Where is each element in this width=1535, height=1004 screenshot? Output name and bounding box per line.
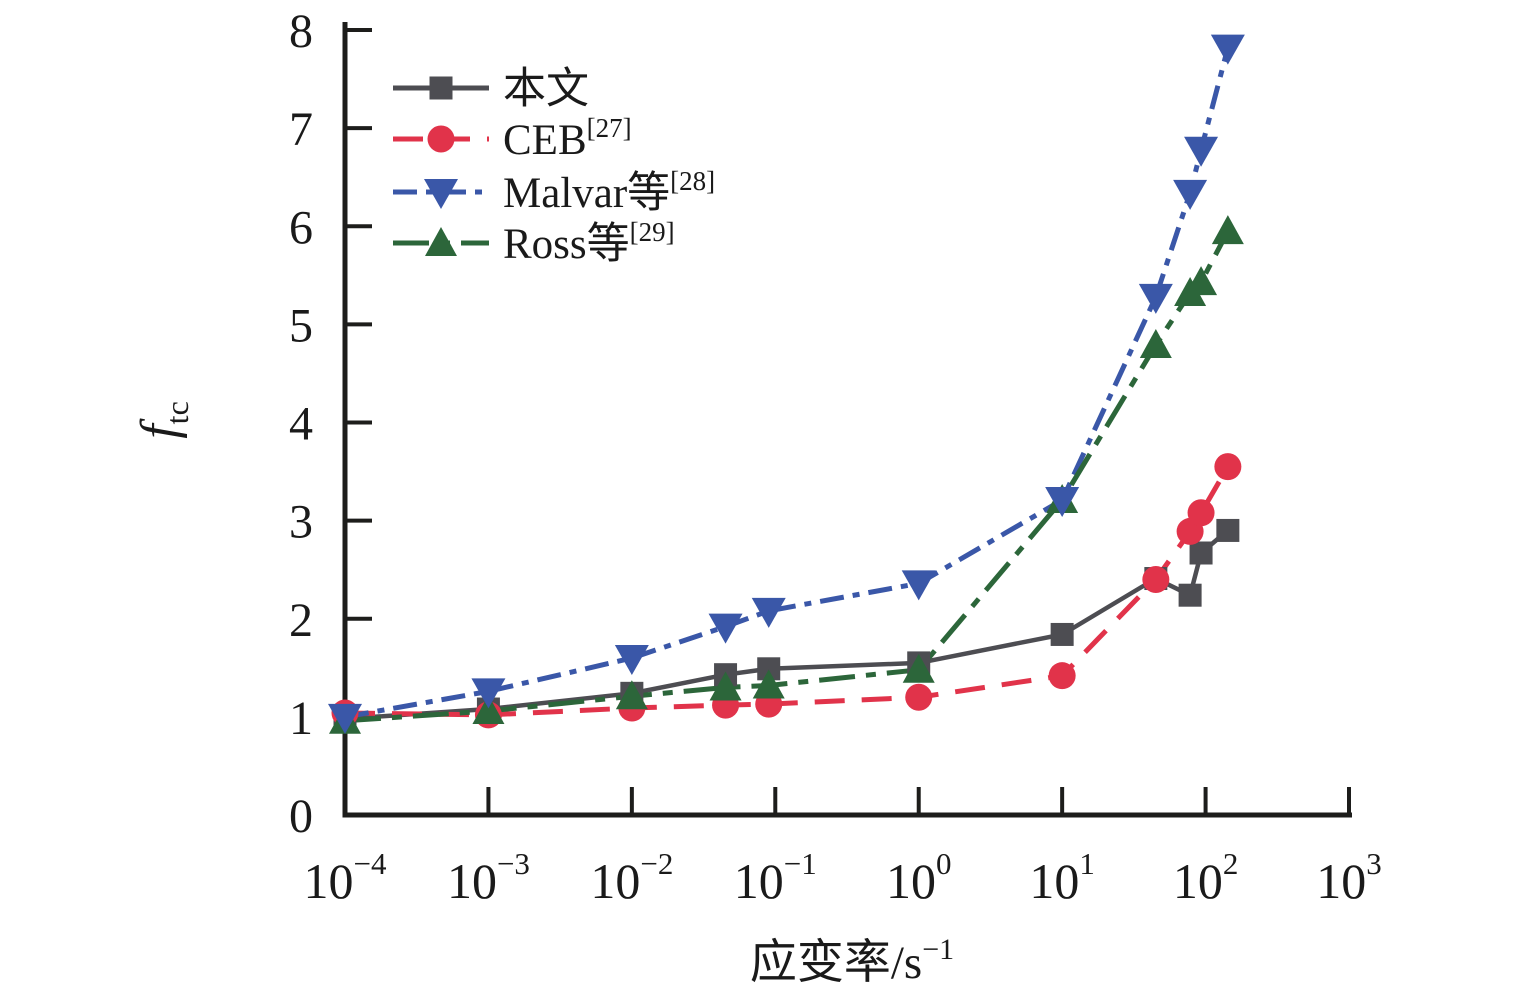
data-point-marker <box>902 653 935 683</box>
x-tick-label: 10−1 <box>734 846 817 909</box>
x-tick-label: 100 <box>886 846 952 909</box>
legend-item-label: 本文 <box>503 65 589 113</box>
x-tick-label: 102 <box>1173 846 1239 909</box>
data-point-marker <box>905 683 933 711</box>
legend-marker-icon <box>425 227 457 256</box>
series-markers <box>328 34 1245 734</box>
data-point-marker <box>1048 662 1076 690</box>
legend-marker-icon <box>429 76 453 100</box>
data-point-marker <box>328 703 362 734</box>
legend-item-label: CEB[27] <box>503 113 632 164</box>
data-point-marker <box>708 613 743 644</box>
y-tick-label: 3 <box>289 496 313 549</box>
data-point-marker <box>615 680 648 710</box>
legend-item-label: Malvar等[28] <box>503 166 715 217</box>
legend-item-label: Ross等[29] <box>503 217 675 268</box>
data-point-marker <box>471 678 506 709</box>
y-tick-label: 4 <box>289 398 313 451</box>
data-point-marker <box>1173 179 1208 210</box>
y-tick-label: 7 <box>289 103 313 156</box>
series-markers-3 <box>328 34 1245 734</box>
y-tick-label: 0 <box>289 790 313 843</box>
data-point-marker <box>1211 215 1244 245</box>
y-tick-label: 8 <box>289 5 313 58</box>
data-point-marker <box>1185 266 1218 296</box>
x-axis-title: 应变率/s−1 <box>750 933 954 989</box>
y-tick-label: 5 <box>289 299 313 352</box>
data-point-marker <box>1210 34 1245 65</box>
x-tick-label: 10−3 <box>447 846 530 909</box>
x-tick-label: 101 <box>1029 846 1095 909</box>
data-point-marker <box>1216 518 1240 542</box>
data-point-marker <box>757 657 781 681</box>
y-tick-label: 1 <box>289 692 313 745</box>
data-point-marker <box>1138 283 1173 314</box>
data-point-marker <box>1139 328 1172 358</box>
data-point-marker <box>1214 453 1242 481</box>
data-point-marker <box>1142 566 1170 593</box>
x-tick-label: 10−2 <box>590 846 673 909</box>
data-point-marker <box>614 645 649 675</box>
data-point-marker <box>901 570 936 601</box>
legend-marker-icon <box>427 125 455 153</box>
legend-item: Ross等[29] <box>393 217 675 268</box>
data-point-marker <box>472 694 505 724</box>
legend-marker-icon <box>424 179 458 209</box>
data-point-marker <box>1189 541 1213 565</box>
data-point-marker <box>1045 487 1080 518</box>
y-tick-label: 2 <box>289 594 313 647</box>
data-point-marker <box>752 669 785 699</box>
legend-item: CEB[27] <box>393 113 632 164</box>
data-point-marker <box>709 671 742 701</box>
legend-item: 本文 <box>393 65 589 113</box>
data-point-marker <box>751 597 786 628</box>
data-point-marker <box>1184 136 1219 167</box>
x-tick-label: 103 <box>1316 846 1382 909</box>
y-tick-label: 6 <box>289 201 313 254</box>
x-tick-label: 10−4 <box>304 846 387 909</box>
data-point-marker <box>1178 583 1202 607</box>
data-point-marker <box>1050 622 1074 646</box>
data-point-marker <box>1187 499 1215 527</box>
legend-item: Malvar等[28] <box>393 166 715 217</box>
